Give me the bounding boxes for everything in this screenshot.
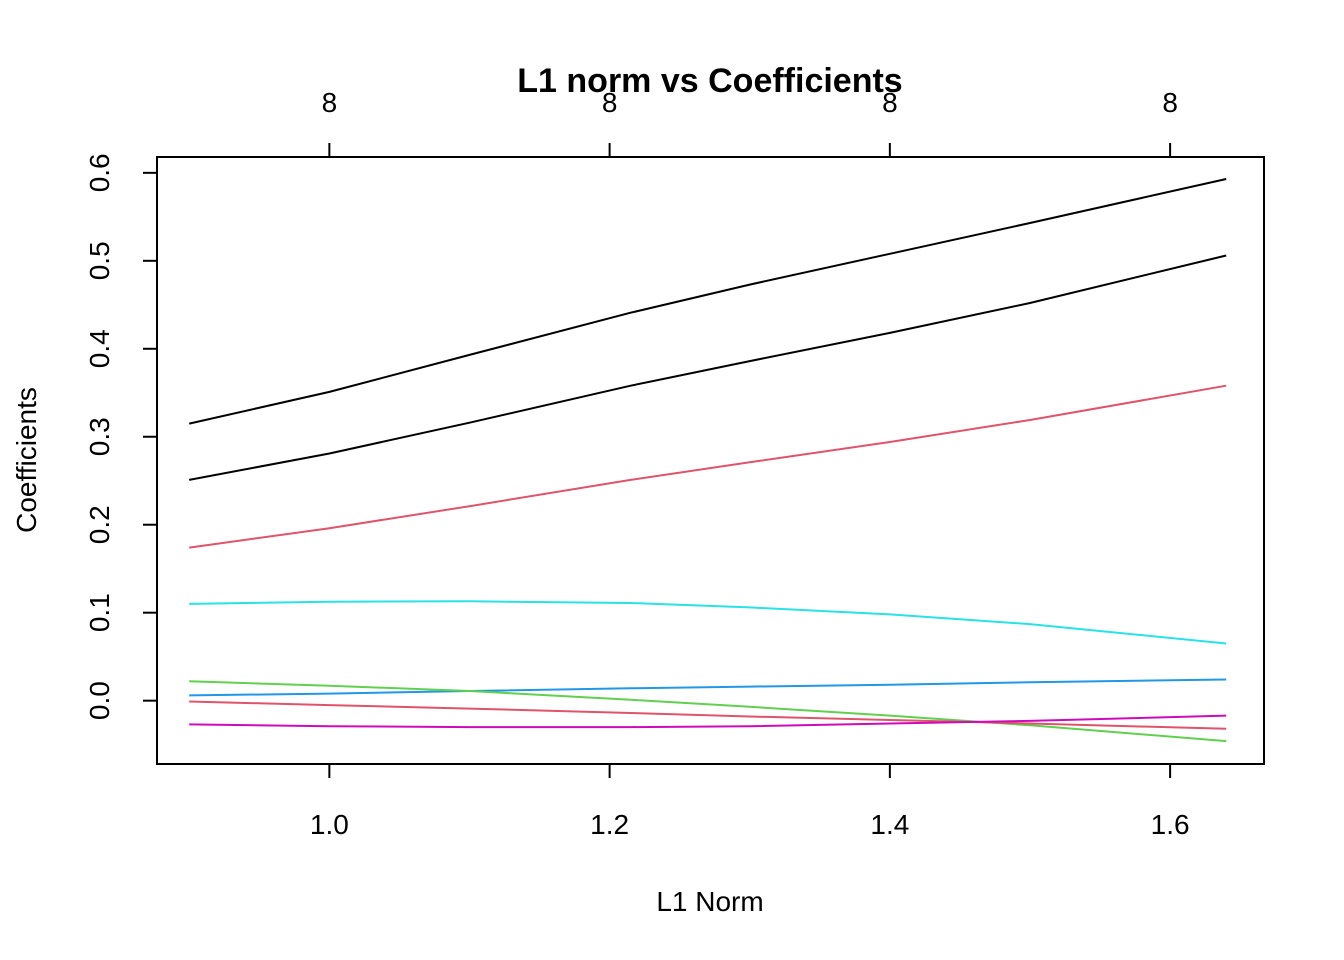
y-tick-label: 0.4 <box>84 329 115 368</box>
series-line-4 <box>189 600 1227 645</box>
x-axis: 1.0 1.2 1.4 1.6 <box>310 763 1190 840</box>
top-axis: 8 8 8 8 <box>322 87 1178 158</box>
chart-title: L1 norm vs Coefficients <box>517 62 902 100</box>
x-tick-label: 1.2 <box>590 809 629 840</box>
y-axis: 0.0 0.1 0.2 0.3 0.4 0.5 0.6 <box>84 153 158 720</box>
series-line-2 <box>189 254 1227 481</box>
top-tick-label: 8 <box>602 87 618 118</box>
x-tick-label: 1.0 <box>310 809 349 840</box>
series-line-1 <box>188 178 1227 425</box>
top-tick-label: 8 <box>322 87 338 118</box>
y-tick-label: 0.6 <box>84 153 115 192</box>
y-tick-label: 0.0 <box>84 681 115 720</box>
series-line-6 <box>189 680 1227 743</box>
y-tick-label: 0.2 <box>84 505 115 544</box>
series-line-5 <box>189 678 1227 697</box>
series-line-8 <box>189 714 1227 729</box>
series-line-3 <box>189 384 1227 549</box>
y-tick-label: 0.1 <box>84 593 115 632</box>
plot-frame <box>156 156 1265 765</box>
series-layer <box>188 178 1227 743</box>
top-tick-label: 8 <box>882 87 898 118</box>
top-tick-label: 8 <box>1162 87 1178 118</box>
x-axis-label: L1 Norm <box>656 886 763 917</box>
y-tick-label: 0.3 <box>84 417 115 456</box>
series-line-7 <box>189 700 1227 730</box>
x-tick-label: 1.6 <box>1151 809 1190 840</box>
y-tick-label: 0.5 <box>84 241 115 280</box>
x-tick-label: 1.4 <box>870 809 909 840</box>
y-axis-label: Coefficients <box>11 387 42 533</box>
